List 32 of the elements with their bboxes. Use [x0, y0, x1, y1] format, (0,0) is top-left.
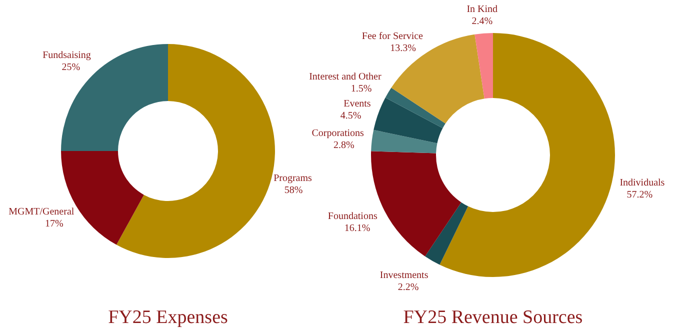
text: FY25 Expenses — [108, 307, 228, 328]
slice-label: Fundsaising — [42, 50, 91, 61]
data-label: 4.5% — [340, 110, 362, 122]
slice-label: Corporations — [312, 128, 364, 139]
slice-label: Programs — [274, 173, 312, 184]
slice-label: Events — [344, 98, 371, 110]
donut-slice — [425, 202, 468, 265]
data-label: 16.1% — [344, 222, 370, 234]
data-label: 25% — [62, 62, 80, 73]
donut-slice — [474, 33, 493, 99]
slice-label: Foundations — [328, 210, 378, 222]
slice-label: Individuals — [620, 177, 665, 188]
donut-slice — [440, 33, 615, 277]
slice-label: Fee for Service — [362, 31, 424, 42]
data-label: 17% — [45, 218, 64, 230]
text: FY25 Revenue Sources — [403, 307, 583, 328]
donut-slice — [385, 88, 446, 128]
data-label: 1.5% — [350, 83, 372, 94]
donut-slice — [374, 98, 443, 144]
data-label: 2.2% — [398, 282, 419, 293]
slice-label: Investments — [380, 270, 428, 281]
data-label: 2.4% — [472, 16, 493, 27]
slice-label: In Kind — [466, 4, 498, 15]
slice-label: Interest and Other — [309, 71, 382, 82]
donut-slice — [116, 44, 275, 258]
data-label: 13.3% — [390, 43, 416, 54]
donut-slice — [391, 34, 484, 124]
data-label: 57.2% — [626, 189, 653, 200]
data-label: 2.8% — [334, 140, 354, 151]
data-label: 58% — [284, 185, 303, 196]
donut-slice — [371, 130, 438, 154]
slice-label: MGMT/General — [8, 206, 74, 218]
